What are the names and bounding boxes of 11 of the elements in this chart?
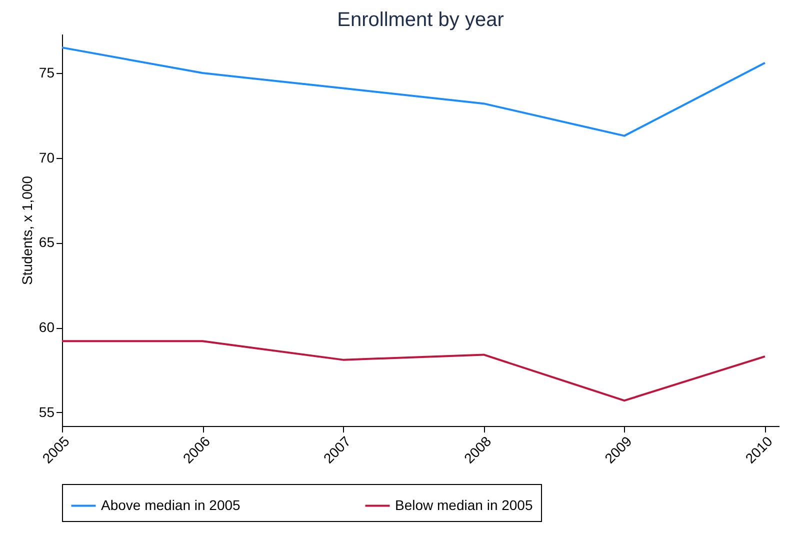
y-tick-label: 55 bbox=[38, 404, 55, 420]
y-tick-label: 75 bbox=[38, 64, 55, 81]
y-tick-label: 65 bbox=[38, 234, 55, 250]
y-tick-label: 60 bbox=[38, 319, 55, 336]
chart-title: Enrollment by year bbox=[337, 9, 504, 31]
line-series bbox=[61, 46, 766, 137]
legend-label: Above median in 2005 bbox=[101, 496, 241, 513]
legend-label: Below median in 2005 bbox=[395, 496, 533, 513]
y-axis-title: Students, x 1,000 bbox=[18, 176, 35, 285]
line-series bbox=[61, 340, 766, 402]
y-tick-label: 70 bbox=[38, 149, 55, 166]
